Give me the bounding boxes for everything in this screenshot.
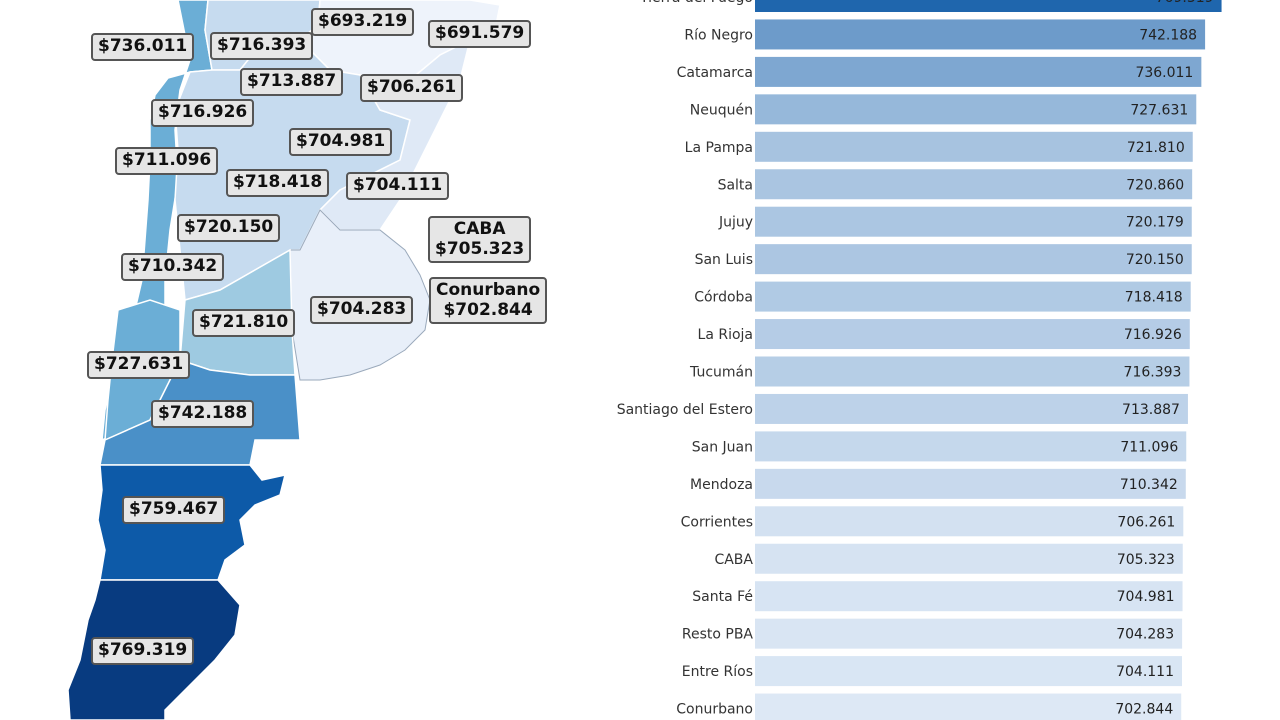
bar-value-label: 736.011 (1135, 65, 1193, 81)
bar (755, 56, 1202, 87)
bar-category-label: Córdoba (694, 290, 753, 306)
bar-category-label: Resto PBA (682, 627, 754, 643)
bar (755, 393, 1188, 424)
bar-category-label: La Rioja (698, 327, 753, 343)
bar (755, 581, 1183, 612)
bar-value-label: 727.631 (1130, 102, 1188, 118)
bar-value-label: 720.179 (1126, 215, 1184, 231)
bar-category-label: Salta (718, 177, 753, 193)
bar (755, 244, 1192, 275)
bar-category-label: Tierra del Fuego (639, 0, 753, 6)
map-value-label: $720.150 (177, 214, 281, 242)
bar (755, 356, 1190, 387)
bar (755, 431, 1187, 462)
bar-value-label: 720.150 (1126, 252, 1184, 268)
bar-value-label: 742.188 (1139, 27, 1197, 43)
bar-value-label: 706.261 (1117, 514, 1175, 530)
bar-category-label: San Luis (695, 252, 753, 268)
map-value-label: $704.283 (310, 296, 414, 324)
bar-category-label: Entre Ríos (682, 664, 753, 680)
bar-value-label: 710.342 (1120, 477, 1178, 493)
bar (755, 468, 1186, 499)
bar (755, 206, 1192, 237)
bar-value-label: 720.860 (1126, 177, 1184, 193)
bar-value-label: 704.283 (1116, 627, 1174, 643)
choropleth-map: $736.011 $716.393 $693.219 $691.579 $713… (0, 0, 600, 720)
bar-category-label: Corrientes (681, 514, 753, 530)
map-value-label: $716.393 (210, 32, 314, 60)
bar-category-label: CABA (714, 552, 753, 568)
bar (755, 618, 1183, 649)
map-value-label: $727.631 (87, 351, 191, 379)
bar-category-label: Tucumán (689, 365, 753, 381)
bar-category-label: Jujuy (718, 215, 753, 231)
map-value-label: $693.219 (311, 8, 415, 36)
bar-category-label: La Pampa (685, 140, 753, 156)
bar-value-label: 716.926 (1124, 327, 1182, 343)
bar-category-label: San Juan (692, 439, 753, 455)
map-value-label: $721.810 (192, 309, 296, 337)
map-value-label: $716.926 (151, 99, 255, 127)
bar-category-label: Mendoza (690, 477, 753, 493)
map-value-label: $769.319 (91, 637, 195, 665)
bar-value-label: 721.810 (1127, 140, 1185, 156)
map-value-label: $711.096 (115, 147, 219, 175)
bar-value-label: 711.096 (1120, 439, 1178, 455)
map-value-label: $713.887 (240, 68, 344, 96)
bar-chart-svg: Tierra del Fuego 769.319 Río Negro 742.188 C… (617, 0, 1222, 720)
map-value-label: $710.342 (121, 253, 225, 281)
bar-chart: Tierra del Fuego 769.319 Río Negro 742.188 C… (600, 0, 1280, 720)
bar-value-label: 713.887 (1122, 402, 1180, 418)
map-value-label-conurbano: Conurbano $702.844 (429, 277, 548, 325)
map-value-label: $718.418 (226, 169, 330, 197)
bar (755, 0, 1222, 12)
bar-value-label: 704.111 (1116, 664, 1174, 680)
bar-category-label: Catamarca (677, 65, 753, 81)
map-value-label-caba: CABA $705.323 (428, 216, 532, 264)
bar-value-label: 704.981 (1117, 589, 1175, 605)
map-value-label: $736.011 (91, 33, 195, 61)
bar-category-label: Río Negro (684, 27, 753, 43)
bar (755, 19, 1206, 50)
bar (755, 94, 1197, 125)
bar-category-label: Santiago del Estero (617, 402, 753, 418)
map-value-label: $742.188 (151, 400, 255, 428)
bar-value-label: 705.323 (1117, 552, 1175, 568)
bar (755, 543, 1183, 574)
map-value-label: $704.111 (346, 172, 450, 200)
bar-value-label: 769.319 (1156, 0, 1214, 6)
bar (755, 506, 1184, 537)
bar-value-label: 716.393 (1124, 365, 1182, 381)
bar-value-label: 718.418 (1125, 290, 1183, 306)
map-value-label: $759.467 (122, 496, 226, 524)
map-value-label: $691.579 (428, 20, 532, 48)
map-value-label: $706.261 (360, 74, 464, 102)
bar (755, 319, 1190, 350)
map-value-label: $704.981 (289, 128, 393, 156)
bar-category-label: Santa Fé (692, 589, 753, 605)
bar (755, 131, 1193, 162)
bar-value-label: 702.844 (1115, 702, 1173, 718)
bar (755, 656, 1183, 687)
bar (755, 281, 1191, 312)
bar (755, 169, 1193, 200)
bar-category-label: Conurbano (676, 702, 753, 718)
bar (755, 693, 1182, 720)
map-region-buenos-aires (289, 209, 431, 381)
bar-category-label: Neuquén (690, 102, 753, 118)
